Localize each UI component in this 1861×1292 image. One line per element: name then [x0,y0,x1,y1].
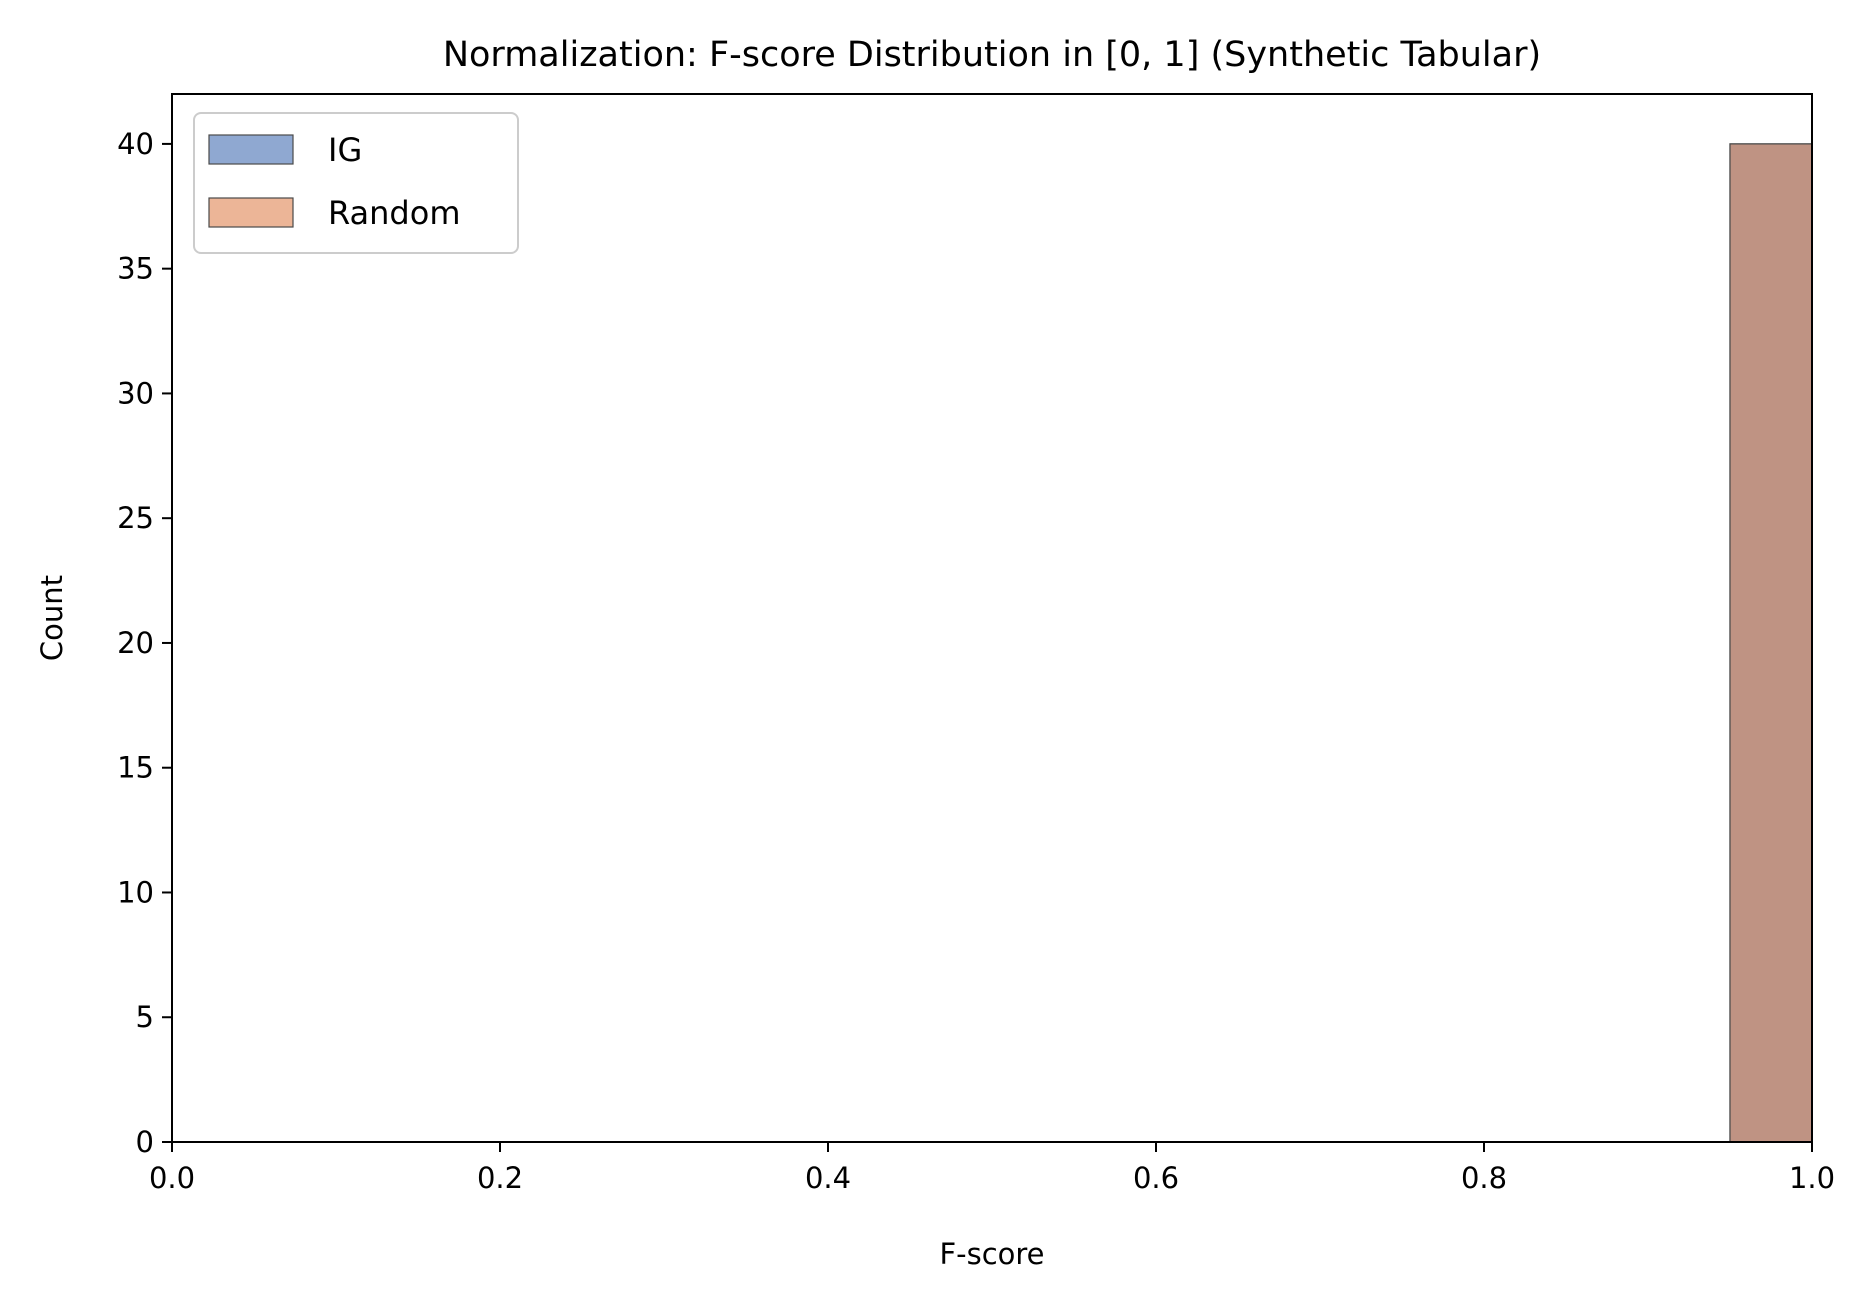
y-tick-label: 30 [117,376,154,410]
y-tick-label: 0 [136,1125,154,1159]
histogram-bars [1729,143,1813,1143]
plot-frame [171,93,1813,1143]
y-tick-label: 20 [117,626,154,660]
x-tick-label: 0.8 [1461,1161,1507,1195]
y-tick-label: 35 [117,252,154,286]
legend-label-ig: IG [328,131,362,169]
y-tick-label: 5 [136,1000,154,1034]
bar-random-0 [1729,143,1813,1143]
y-tick-label: 15 [117,751,154,785]
x-tick-label: 0.4 [805,1161,851,1195]
x-tick-label: 0.0 [149,1161,195,1195]
legend: IG Random [193,112,519,254]
legend-swatch-random [208,197,294,228]
x-axis-ticks: 0.0 0.2 0.4 0.6 0.8 1.0 [149,1142,1835,1195]
legend-label-random: Random [328,194,460,232]
x-tick-label: 0.2 [477,1161,523,1195]
x-axis-label: F-score [939,1237,1044,1271]
x-tick-label: 0.6 [1133,1161,1179,1195]
y-tick-label: 40 [117,127,154,161]
y-tick-label: 10 [117,875,154,909]
x-tick-label: 1.0 [1789,1161,1835,1195]
chart-title: Normalization: F-score Distribution in [… [443,35,1541,75]
y-axis-label: Count [35,575,69,661]
legend-swatch-ig [208,134,294,165]
y-axis-ticks: 0 5 10 15 20 25 30 35 40 [117,127,172,1159]
y-tick-label: 25 [117,501,154,535]
